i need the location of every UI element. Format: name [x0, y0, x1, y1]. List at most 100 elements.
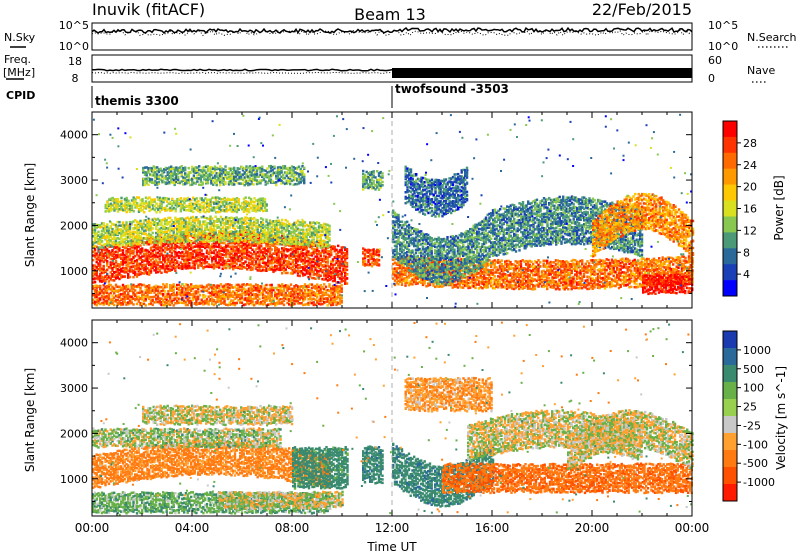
heatmap-cell	[283, 304, 285, 307]
heatmap-cell	[99, 285, 101, 288]
heatmap-cell	[346, 282, 348, 285]
heatmap-cell	[266, 203, 268, 206]
heatmap-cell	[236, 263, 238, 266]
heatmap-cell	[173, 283, 175, 286]
heatmap-cell	[281, 219, 283, 222]
heatmap-cell	[124, 275, 126, 278]
heatmap-cell	[265, 284, 267, 287]
heatmap-cell	[346, 277, 348, 280]
heatmap-cell	[120, 200, 122, 203]
beam-title: Beam 13	[354, 5, 426, 24]
heatmap-cell	[194, 222, 196, 225]
heatmap-cell	[260, 245, 262, 248]
noise-panel: N.Sky 10^5 10^0 N.Search 10^5 10^0	[4, 19, 797, 53]
heatmap-cell	[332, 266, 334, 269]
heatmap-cell	[117, 210, 119, 213]
heatmap-cell	[271, 248, 273, 251]
heatmap-cell	[197, 200, 199, 203]
heatmap-cell	[143, 241, 145, 244]
heatmap-cell	[297, 251, 299, 254]
heatmap-cell	[283, 290, 285, 293]
heatmap-cell	[206, 232, 208, 235]
heatmap-cell	[129, 276, 131, 279]
heatmap-cell	[152, 227, 154, 230]
heatmap-cell	[341, 249, 343, 252]
heatmap-cell	[337, 245, 339, 248]
heatmap-cell	[271, 291, 273, 294]
heatmap-cell	[180, 197, 182, 200]
heatmap-cell	[218, 287, 220, 290]
heatmap-cell	[162, 293, 164, 296]
heatmap-cell	[99, 243, 101, 246]
heatmap-cell	[316, 283, 318, 286]
heatmap-cell	[215, 229, 217, 232]
heatmap-cell	[108, 280, 110, 283]
heatmap-cell	[222, 257, 224, 260]
heatmap-cell	[125, 267, 127, 270]
heatmap-cell	[106, 269, 108, 272]
heatmap-cell	[122, 252, 124, 255]
heatmap-cell	[173, 289, 175, 292]
heatmap-cell	[341, 300, 343, 303]
cpid-segment-1: themis 3300	[95, 94, 179, 108]
heatmap-cell	[346, 253, 348, 256]
heatmap-cell	[148, 284, 150, 287]
heatmap-cell	[166, 286, 168, 289]
heatmap-cell	[127, 273, 129, 276]
heatmap-cell	[314, 278, 316, 281]
heatmap-cell	[220, 216, 222, 219]
heatmap-cell	[229, 289, 231, 292]
heatmap-cell	[192, 253, 194, 256]
heatmap-cell	[266, 209, 268, 212]
heatmap-cell	[122, 249, 124, 252]
heatmap-cell	[278, 234, 280, 237]
heatmap-cell	[181, 251, 183, 254]
heatmap-cell	[127, 285, 129, 288]
heatmap-cell	[237, 241, 239, 244]
heatmap-cell	[241, 302, 243, 305]
noise-sky-label: N.Sky	[4, 31, 36, 44]
heatmap-cell	[155, 211, 157, 214]
heatmap-cell	[313, 225, 315, 228]
heatmap-cell	[213, 299, 215, 302]
heatmap-cell	[160, 272, 162, 275]
heatmap-cell	[208, 303, 210, 306]
heatmap-cell	[335, 249, 337, 252]
date-title: 22/Feb/2015	[592, 0, 692, 19]
heatmap-cell	[229, 226, 231, 229]
heatmap-cell	[204, 241, 206, 244]
heatmap-cell	[313, 237, 315, 240]
heatmap-cell	[94, 281, 96, 284]
heatmap-cell	[175, 210, 177, 213]
heatmap-cell	[127, 200, 129, 203]
heatmap-cell	[197, 218, 199, 221]
noise-panel-frame	[92, 23, 692, 50]
heatmap-cell	[188, 262, 190, 265]
heatmap-cell	[152, 304, 154, 307]
noise-sky-tick-top: 10^5	[59, 19, 89, 32]
heatmap-cell	[136, 303, 138, 306]
heatmap-cell	[320, 236, 322, 239]
heatmap-cell	[183, 285, 185, 288]
nave-dense-block	[392, 68, 692, 78]
heatmap-cell	[346, 273, 348, 276]
heatmap-cell	[164, 251, 166, 254]
heatmap-cell	[244, 260, 246, 263]
heatmap-cell	[328, 233, 330, 236]
heatmap-cell	[106, 223, 108, 226]
heatmap-cell	[168, 198, 170, 201]
heatmap-cell	[346, 255, 348, 257]
heatmap-cell	[328, 244, 330, 247]
heatmap-cell	[227, 249, 229, 252]
heatmap-cell	[155, 259, 157, 262]
heatmap-cell	[171, 252, 173, 255]
heatmap-cell	[192, 211, 194, 214]
heatmap-cell	[225, 256, 227, 259]
heatmap-cell	[328, 237, 330, 240]
heatmap-cell	[115, 260, 117, 263]
heatmap-cell	[257, 221, 259, 224]
heatmap-cell	[237, 235, 239, 238]
heatmap-cell	[197, 236, 199, 239]
heatmap-cell	[328, 239, 330, 242]
heatmap-cell	[258, 298, 260, 301]
